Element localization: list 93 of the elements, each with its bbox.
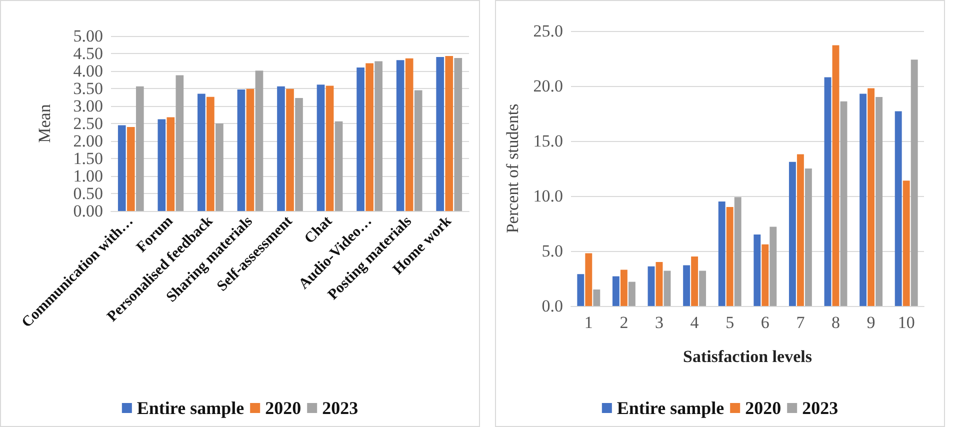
bar — [255, 70, 264, 211]
legend-label: 2023 — [322, 398, 358, 418]
bar — [876, 97, 883, 306]
x-tick-label: 4 — [690, 313, 700, 332]
bar — [726, 207, 734, 306]
y-tick-label: 5.0 — [542, 242, 563, 260]
bar — [396, 60, 404, 211]
x-tick-label: 8 — [832, 313, 840, 332]
y-tick-label: 0.0 — [542, 296, 563, 316]
bar — [334, 121, 343, 211]
y-tick-label: 1.00 — [73, 166, 103, 186]
y-axis-title: Percent of students — [503, 104, 522, 234]
bar — [356, 68, 364, 211]
bar — [176, 75, 184, 211]
bar — [832, 45, 840, 306]
bar — [683, 265, 690, 306]
x-tick-label: 9 — [866, 313, 876, 332]
y-tick-label: 2.50 — [73, 114, 103, 133]
legend-label: 2020 — [265, 398, 302, 418]
bar — [445, 56, 454, 211]
y-tick-label: 3.50 — [73, 79, 103, 98]
y-tick-label: 0.00 — [73, 202, 103, 220]
bar — [206, 96, 214, 211]
bar — [788, 162, 796, 306]
y-tick-label: 1.50 — [73, 149, 103, 168]
bar — [868, 88, 875, 306]
bar — [577, 274, 584, 306]
bar — [628, 282, 636, 306]
bar — [246, 88, 254, 211]
bar — [734, 197, 742, 306]
bar — [796, 154, 804, 306]
bar — [216, 124, 224, 211]
bar — [277, 86, 285, 211]
legend-label: 2020 — [745, 398, 782, 418]
bar — [136, 86, 144, 211]
bar — [612, 276, 620, 306]
y-tick-label: 25.0 — [533, 22, 563, 40]
bar — [166, 117, 175, 211]
bar — [198, 94, 206, 211]
y-tick-label: 3.00 — [73, 96, 103, 116]
y-tick-label: 4.50 — [73, 44, 103, 63]
bar — [126, 127, 135, 211]
bar — [894, 111, 902, 306]
bar — [118, 125, 126, 211]
bar — [699, 270, 706, 306]
y-tick-label: 15.0 — [533, 132, 563, 150]
bar — [718, 202, 726, 306]
bar — [824, 77, 832, 306]
y-tick-label: 5.00 — [73, 26, 103, 46]
y-tick-label: 10.0 — [533, 186, 563, 206]
bar — [237, 90, 246, 211]
y-tick-label: 4.00 — [73, 62, 103, 80]
x-tick-label: 6 — [760, 313, 770, 332]
x-tick-label: 1 — [584, 313, 593, 332]
bar — [691, 256, 698, 306]
x-tick-label: 10 — [898, 313, 915, 332]
y-axis-title: Mean — [35, 104, 54, 143]
bar — [910, 60, 918, 306]
bar — [762, 244, 769, 306]
x-tick-label: 3 — [655, 313, 664, 332]
bar — [158, 119, 166, 211]
x-tick-label: 5 — [726, 313, 734, 332]
bar — [326, 86, 334, 211]
bar — [620, 270, 628, 306]
bar — [902, 180, 910, 306]
bar — [585, 253, 592, 306]
x-tick-label: 2 — [620, 313, 628, 332]
x-tick-label: 7 — [796, 313, 806, 332]
bar — [286, 88, 294, 211]
x-axis-title: Satisfaction levels — [683, 347, 812, 366]
y-tick-label: 0.50 — [73, 184, 103, 203]
bar — [804, 168, 812, 306]
bar — [664, 270, 671, 306]
bar — [405, 58, 414, 211]
bar — [754, 234, 761, 306]
legend-label: Entire sample — [616, 398, 724, 418]
bar — [656, 262, 663, 306]
bar — [454, 58, 462, 211]
bar — [436, 57, 444, 211]
bar — [316, 84, 325, 211]
y-tick-label: 20.0 — [533, 76, 563, 96]
bar — [366, 63, 374, 211]
y-tick-label: 2.00 — [73, 132, 103, 150]
legend-label: Entire sample — [136, 398, 244, 418]
bar — [593, 290, 600, 306]
bar — [860, 94, 867, 306]
legend-label: 2023 — [802, 398, 838, 418]
bar — [840, 101, 848, 306]
bar — [770, 226, 777, 306]
bar — [414, 90, 422, 211]
bar — [648, 266, 655, 306]
bar — [295, 98, 303, 211]
bar — [374, 61, 382, 211]
